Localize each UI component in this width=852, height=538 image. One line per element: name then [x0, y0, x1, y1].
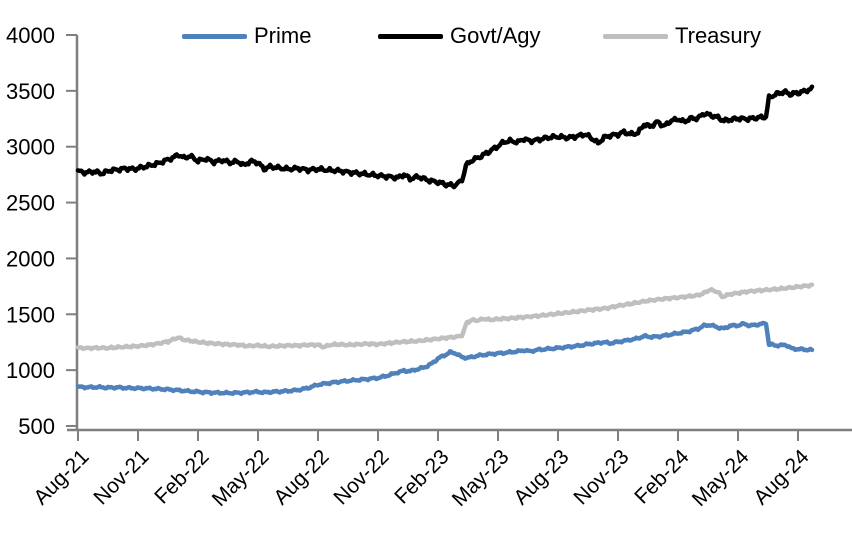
- legend-label-prime: Prime: [254, 23, 312, 48]
- x-axis-tick-label: Aug-21: [29, 445, 93, 509]
- x-axis-tick-label: Nov-23: [569, 445, 633, 509]
- legend-label-treasury: Treasury: [675, 23, 761, 48]
- x-axis-tick-label: May-24: [688, 445, 754, 511]
- x-axis-tick-label: May-23: [448, 445, 514, 511]
- legend-item-prime: Prime: [182, 23, 311, 49]
- x-axis-tick-label: Aug-24: [749, 445, 813, 509]
- y-axis-tick-label: 500: [18, 414, 55, 439]
- prime-line-swatch: [182, 33, 247, 39]
- y-axis-tick-label: 1500: [6, 302, 55, 327]
- series-line-treasury: [75, 282, 815, 352]
- y-axis-tick-label: 2500: [6, 191, 55, 216]
- govt-agy-line-swatch: [378, 33, 443, 39]
- legend-label-govt-agy: Govt/Agy: [450, 23, 541, 48]
- x-axis-tick-label: Feb-24: [630, 445, 694, 509]
- legend-item-treasury: Treasury: [603, 23, 761, 49]
- chart-legend: Prime Govt/Agy Treasury: [0, 0, 852, 50]
- x-axis-tick-label: Aug-22: [269, 445, 333, 509]
- series-line-govt-agy: [75, 84, 815, 190]
- y-axis-tick-label: 1000: [6, 358, 55, 383]
- y-axis-tick-label: 3000: [6, 135, 55, 160]
- y-axis-tick-label: 3500: [6, 79, 55, 104]
- y-axis-tick-label: 4000: [6, 23, 55, 48]
- x-axis-tick-label: Aug-23: [509, 445, 573, 509]
- x-axis-tick-label: Nov-21: [89, 445, 153, 509]
- treasury-line-swatch: [603, 33, 668, 39]
- series-line-prime: [75, 320, 815, 397]
- x-axis-tick-label: Feb-22: [150, 445, 213, 508]
- x-axis-tick-label: May-22: [208, 445, 274, 511]
- legend-item-govt-agy: Govt/Agy: [378, 23, 540, 49]
- y-axis-tick-label: 2000: [6, 246, 55, 271]
- x-axis-tick-label: Nov-22: [329, 445, 393, 509]
- x-axis-tick-label: Feb-23: [390, 445, 453, 508]
